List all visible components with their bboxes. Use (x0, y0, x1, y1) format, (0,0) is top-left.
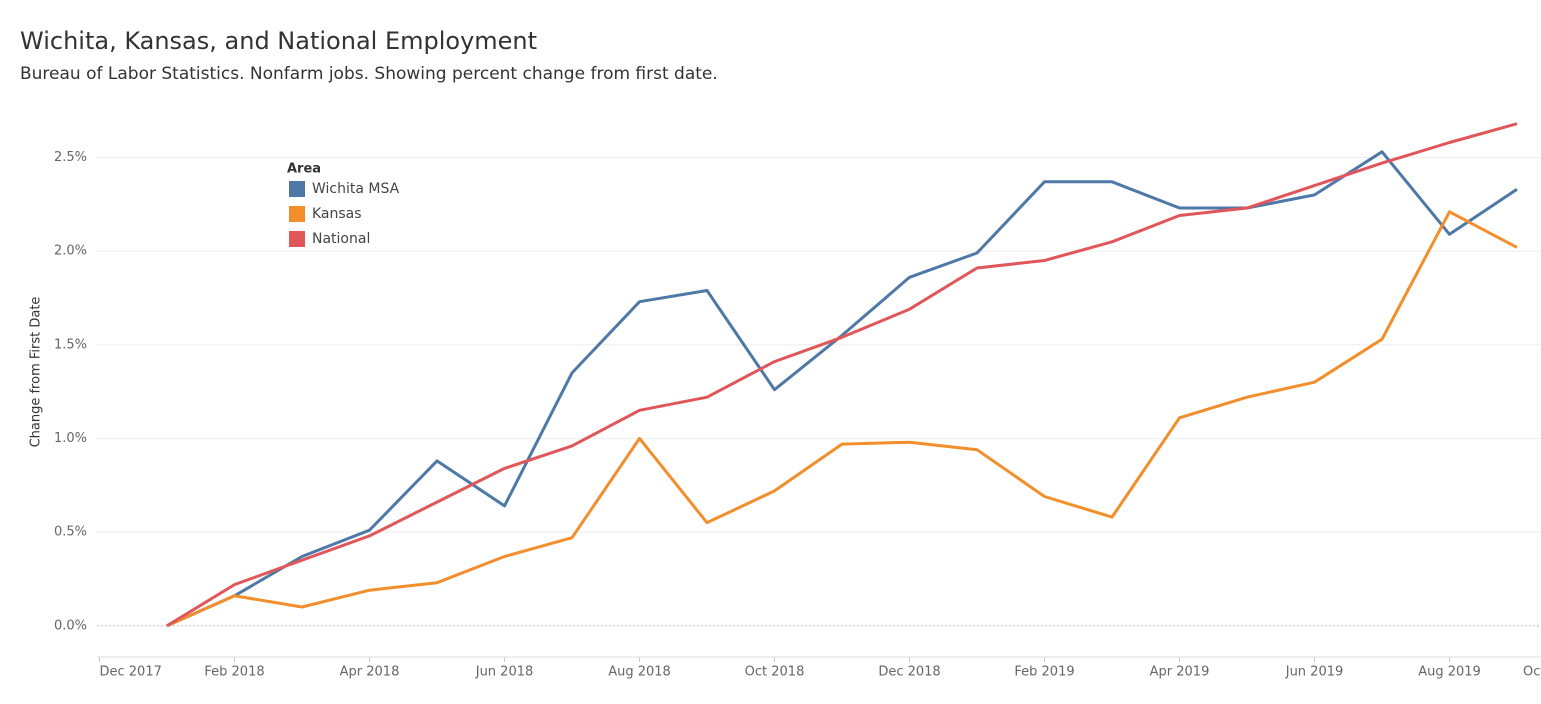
y-tick-label: 2.0% (54, 244, 87, 259)
legend-swatch (289, 181, 305, 197)
x-tick-label: Feb 2018 (204, 665, 264, 680)
x-tick-label: Dec 2018 (878, 665, 940, 680)
legend-label: Kansas (312, 206, 362, 222)
legend-title: Area (287, 162, 321, 177)
chart-title: Wichita, Kansas, and National Employment (20, 27, 537, 55)
y-tick-label: 1.5% (54, 337, 87, 352)
x-tick-label: Jun 2018 (475, 665, 534, 680)
x-tick-label: Oct 2019 (1523, 665, 1541, 680)
y-tick-label: 0.0% (54, 618, 87, 633)
legend-label: National (312, 231, 370, 247)
x-tick-label: Oct 2018 (745, 665, 805, 680)
x-tick-label: Apr 2018 (340, 665, 400, 680)
series-line (166, 122, 1518, 628)
y-tick-label: 0.5% (54, 525, 87, 540)
x-tick-label: Aug 2019 (1418, 665, 1481, 680)
series-line (166, 210, 1518, 628)
chart-subtitle: Bureau of Labor Statistics. Nonfarm jobs… (20, 64, 718, 84)
series-line (166, 150, 1518, 628)
x-tick-label: Feb 2019 (1014, 665, 1074, 680)
x-tick-label: Apr 2019 (1150, 665, 1210, 680)
y-axis-title: Change from First Date (29, 297, 44, 448)
y-tick-label: 1.0% (54, 431, 87, 446)
y-tick-label: 2.5% (54, 150, 87, 165)
legend-swatch (289, 206, 305, 222)
legend-label: Wichita MSA (312, 181, 400, 197)
x-tick-label: Dec 2017 (100, 665, 162, 680)
x-tick-label: Aug 2018 (608, 665, 671, 680)
legend-swatch (289, 231, 305, 247)
x-tick-label: Jun 2019 (1285, 665, 1344, 680)
